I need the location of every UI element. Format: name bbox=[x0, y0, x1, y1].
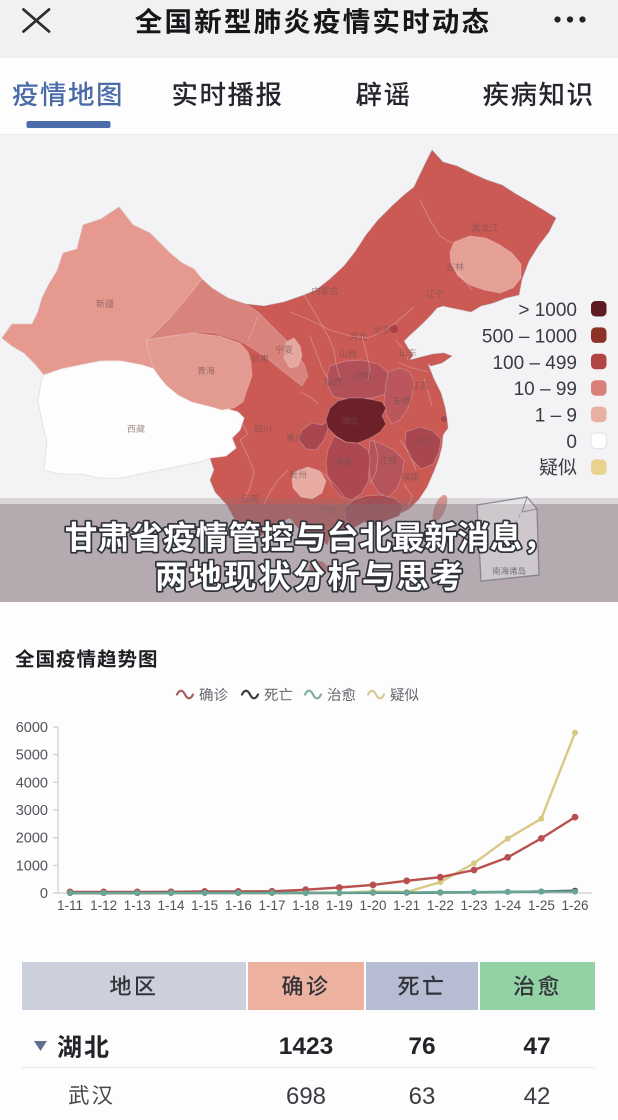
svg-text:2000: 2000 bbox=[16, 831, 48, 847]
svg-text:1-17: 1-17 bbox=[258, 898, 285, 913]
svg-text:0: 0 bbox=[566, 432, 577, 453]
svg-text:1-11: 1-11 bbox=[57, 898, 83, 913]
svg-text:500 – 1000: 500 – 1000 bbox=[482, 326, 577, 347]
svg-text:1423: 1423 bbox=[279, 1033, 334, 1060]
svg-text:1-16: 1-16 bbox=[225, 898, 252, 913]
svg-text:47: 47 bbox=[523, 1033, 550, 1060]
svg-text:100 – 499: 100 – 499 bbox=[492, 353, 577, 374]
svg-text:1-18: 1-18 bbox=[292, 898, 319, 913]
svg-text:1-26: 1-26 bbox=[561, 898, 588, 913]
svg-text:4000: 4000 bbox=[16, 775, 48, 791]
svg-text:0: 0 bbox=[40, 886, 48, 902]
svg-text:1-20: 1-20 bbox=[359, 898, 386, 913]
svg-text:42: 42 bbox=[524, 1083, 551, 1110]
svg-text:1-23: 1-23 bbox=[460, 898, 487, 913]
svg-text:1-24: 1-24 bbox=[494, 898, 522, 913]
svg-text:63: 63 bbox=[409, 1083, 436, 1110]
svg-text:1-22: 1-22 bbox=[427, 898, 454, 913]
svg-text:1-21: 1-21 bbox=[393, 898, 420, 913]
svg-text:5000: 5000 bbox=[16, 748, 48, 764]
svg-text:1-12: 1-12 bbox=[90, 898, 117, 913]
svg-text:698: 698 bbox=[286, 1083, 326, 1110]
svg-text:1000: 1000 bbox=[16, 858, 48, 874]
svg-text:> 1000: > 1000 bbox=[518, 300, 577, 321]
svg-text:1-25: 1-25 bbox=[528, 898, 555, 913]
svg-text:1-14: 1-14 bbox=[157, 898, 185, 913]
svg-text:3000: 3000 bbox=[16, 803, 48, 819]
svg-text:1-13: 1-13 bbox=[124, 898, 151, 913]
svg-text:6000: 6000 bbox=[16, 720, 48, 736]
svg-text:1-15: 1-15 bbox=[191, 898, 218, 913]
svg-text:1 – 9: 1 – 9 bbox=[535, 406, 577, 427]
svg-text:1-19: 1-19 bbox=[326, 898, 353, 913]
svg-text:76: 76 bbox=[408, 1033, 435, 1060]
svg-text:10 – 99: 10 – 99 bbox=[514, 379, 577, 400]
